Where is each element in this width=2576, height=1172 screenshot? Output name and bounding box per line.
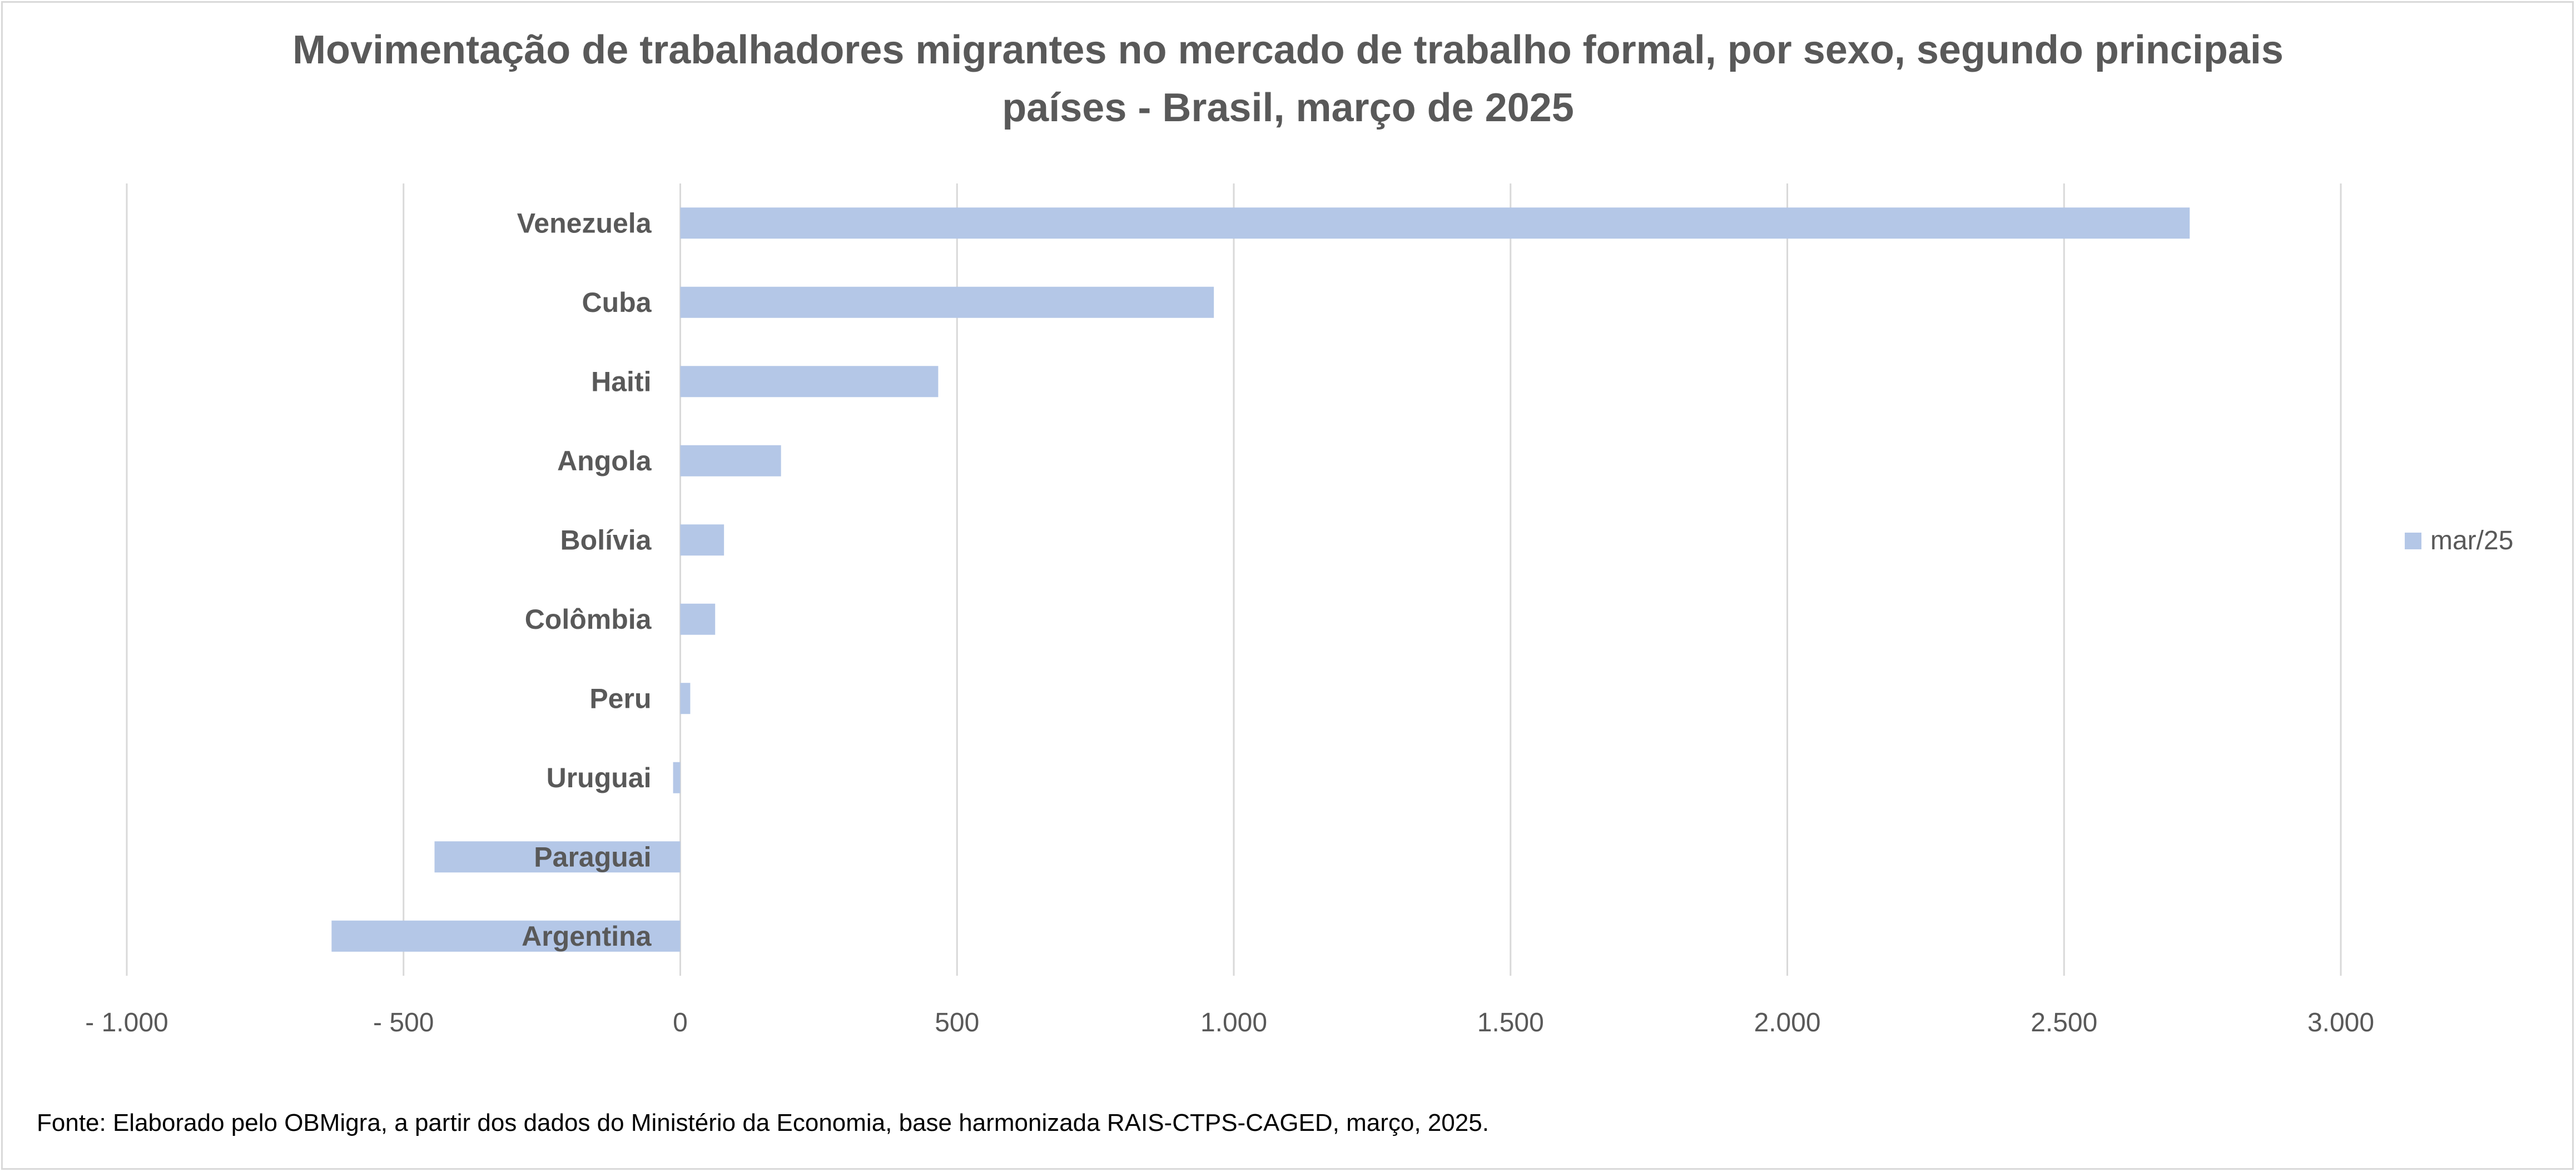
source-note: Fonte: Elaborado pelo OBMigra, a partir …	[37, 1109, 1489, 1136]
x-tick-label: 2.000	[1754, 1008, 1820, 1037]
legend: mar/25	[2405, 525, 2513, 556]
category-label: Peru	[589, 683, 651, 714]
chart-title-line-1: Movimentação de trabalhadores migrantes …	[292, 28, 2284, 72]
bar-venezuela	[680, 207, 2190, 239]
x-tick-label: 0	[673, 1008, 688, 1037]
chart-title-line-2: países - Brasil, março de 2025	[1002, 86, 1574, 130]
bar-argentina	[331, 920, 681, 952]
category-label: Paraguai	[534, 841, 651, 872]
x-tick-label: 500	[935, 1008, 979, 1037]
bars	[331, 207, 2190, 952]
legend-swatch	[2405, 532, 2421, 549]
category-label: Angola	[557, 445, 652, 476]
bar-uruguai	[673, 762, 681, 793]
x-tick-label: 1.500	[1477, 1008, 1544, 1037]
bar-bolívia	[680, 524, 724, 556]
category-label: Cuba	[582, 287, 652, 318]
category-label: Bolívia	[560, 524, 652, 555]
bar-cuba	[680, 286, 1214, 318]
bar-paraguai	[434, 841, 681, 873]
category-label: Uruguai	[547, 762, 652, 793]
chart-title: Movimentação de trabalhadores migrantes …	[0, 21, 2576, 137]
category-label: Argentina	[522, 921, 652, 952]
x-tick-label: - 500	[373, 1008, 434, 1037]
category-label: Venezuela	[517, 207, 652, 239]
x-tick-label: - 1.000	[85, 1008, 168, 1037]
bar-haiti	[680, 366, 939, 398]
bar-angola	[680, 445, 781, 476]
legend-label: mar/25	[2430, 526, 2514, 555]
x-tick-label: 1.000	[1200, 1008, 1267, 1037]
bar-peru	[680, 683, 691, 714]
x-tick-label: 3.000	[2307, 1008, 2374, 1037]
x-tick-label: 2.500	[2031, 1008, 2097, 1037]
category-labels: Venezuela Cuba Haiti Angola Bolívia Colômbia P…	[517, 207, 652, 952]
bar-colômbia	[680, 603, 716, 635]
category-label: Haiti	[591, 366, 651, 397]
x-axis-tick-labels: - 1.000 - 500 0 500 1.000 1.500 2.000 2.500 3.00…	[85, 1008, 2374, 1037]
category-label: Colômbia	[525, 604, 652, 635]
